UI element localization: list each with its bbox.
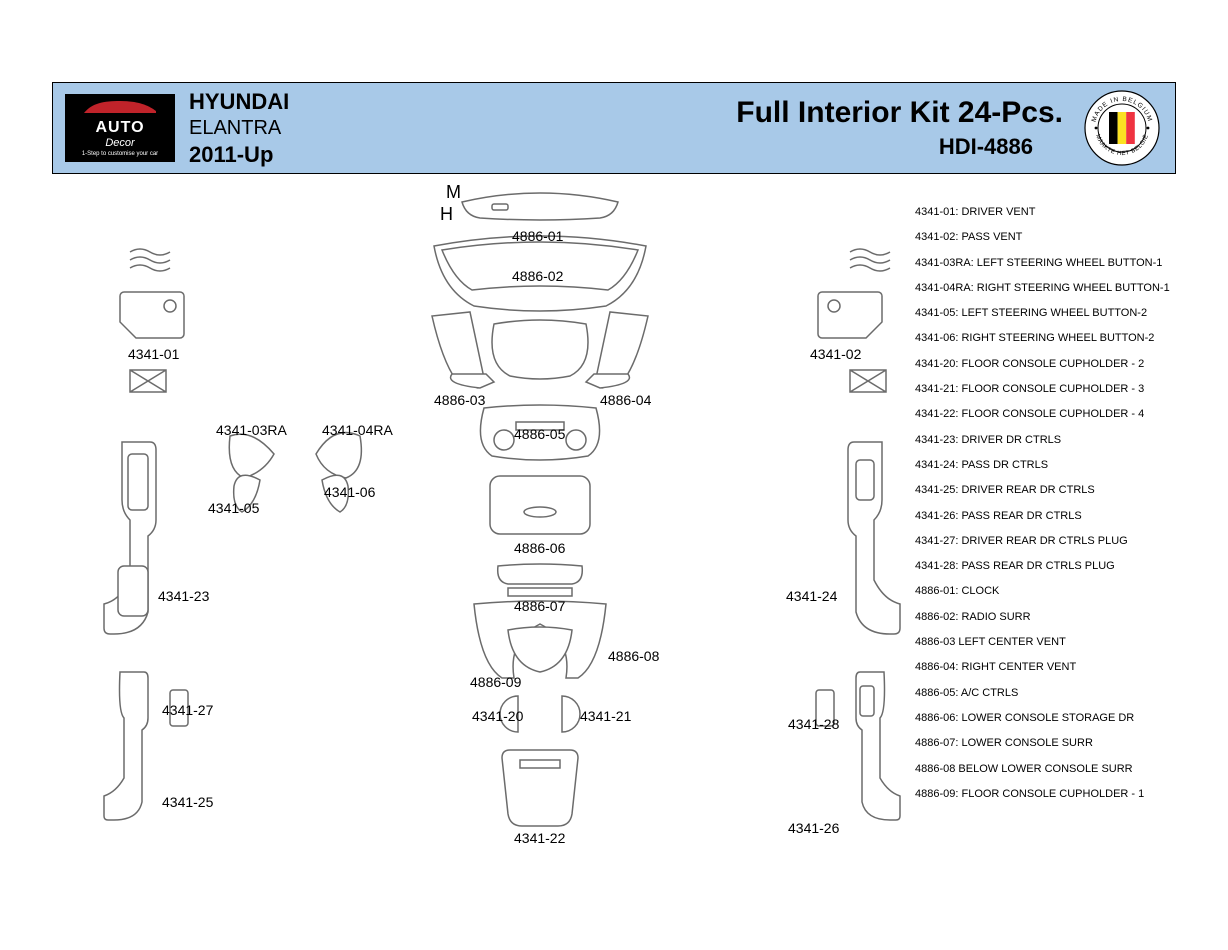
part-4886-07 [498,564,583,584]
legend-item: 4341-02: PASS VENT [915,225,1170,250]
legend-item: 4886-03 LEFT CENTER VENT [915,630,1170,655]
lbl-4341-22: 4341-22 [514,830,565,846]
legend-item: 4341-28: PASS REAR DR CTRLS PLUG [915,554,1170,579]
lbl-4886-05: 4886-05 [514,426,565,442]
part-4886-01 [462,193,618,220]
lbl-4341-04RA: 4341-04RA [322,422,393,438]
vehicle-info: HYUNDAI ELANTRA 2011-Up [189,88,289,168]
legend-item: 4341-22: FLOOR CONSOLE CUPHOLDER - 4 [915,402,1170,427]
lbl-4341-28: 4341-28 [788,716,839,732]
lbl-4341-23: 4341-23 [158,588,209,604]
legend-item: 4886-08 BELOW LOWER CONSOLE SURR [915,757,1170,782]
legend-item: 4341-04RA: RIGHT STEERING WHEEL BUTTON-1 [915,276,1170,301]
legend-item: 4341-05: LEFT STEERING WHEEL BUTTON-2 [915,301,1170,326]
legend-item: 4886-05: A/C CTRLS [915,681,1170,706]
legend-item: 4341-25: DRIVER REAR DR CTRLS [915,478,1170,503]
legend-item: 4341-24: PASS DR CTRLS [915,453,1170,478]
lbl-4886-01: 4886-01 [512,228,563,244]
legend-item: 4341-01: DRIVER VENT [915,200,1170,225]
header-bar: AUTO Decor 1-Step to customise your car … [52,82,1176,174]
lbl-4341-26: 4341-26 [788,820,839,836]
logo-tagline: 1-Step to customise your car [82,151,158,157]
legend-item: 4886-07: LOWER CONSOLE SURR [915,731,1170,756]
part-4341-04RA [316,433,361,478]
made-in-belgium-seal: MADE IN BELGIUM MAAKTE HET BELGIË [1083,89,1161,167]
wave-left-icon [130,249,170,271]
parts-legend: 4341-01: DRIVER VENT 4341-02: PASS VENT … [915,200,1170,807]
logo-sub-text: Decor [105,137,134,149]
lbl-4341-21: 4341-21 [580,708,631,724]
lbl-4886-06: 4886-06 [514,540,565,556]
lbl-4341-03RA: 4341-03RA [216,422,287,438]
car-silhouette-icon [80,99,160,117]
lbl-4341-02: 4341-02 [810,346,861,362]
legend-item: 4886-06: LOWER CONSOLE STORAGE DR [915,706,1170,731]
kit-info: Full Interior Kit 24-Pcs. HDI-4886 [736,96,1063,160]
part-4341-21 [562,696,580,732]
lbl-4886-09: 4886-09 [470,674,521,690]
lbl-4341-06: 4341-06 [324,484,375,500]
legend-item: 4341-03RA: LEFT STEERING WHEEL BUTTON-1 [915,251,1170,276]
part-4341-03RA [229,434,274,478]
lbl-4886-07: 4886-07 [514,598,565,614]
legend-item: 4886-01: CLOCK [915,579,1170,604]
kit-title: Full Interior Kit 24-Pcs. [736,96,1063,130]
shapes-svg [52,174,952,874]
part-4886-09 [508,627,572,672]
lbl-4886-04: 4886-04 [600,392,651,408]
lbl-4341-25: 4341-25 [162,794,213,810]
legend-item: 4341-06: RIGHT STEERING WHEEL BUTTON-2 [915,326,1170,351]
legend-item: 4341-23: DRIVER DR CTRLS [915,428,1170,453]
part-4341-02 [818,292,882,338]
vehicle-years: 2011-Up [189,141,289,169]
lbl-4341-20: 4341-20 [472,708,523,724]
kit-code: HDI-4886 [736,134,1033,160]
legend-item: 4886-02: RADIO SURR [915,605,1170,630]
lbl-4341-01: 4341-01 [128,346,179,362]
legend-item: 4341-20: FLOOR CONSOLE CUPHOLDER - 2 [915,352,1170,377]
legend-item: 4886-09: FLOOR CONSOLE CUPHOLDER - 1 [915,782,1170,807]
wave-right-icon [850,249,890,271]
lbl-4886-02: 4886-02 [512,268,563,284]
brand-logo: AUTO Decor 1-Step to customise your car [65,94,175,162]
lbl-4886-08: 4886-08 [608,648,659,664]
lbl-4341-24: 4341-24 [786,588,837,604]
vehicle-model: ELANTRA [189,116,289,141]
logo-main-text: AUTO [95,119,144,137]
lbl-4886-03: 4886-03 [434,392,485,408]
part-4341-25 [104,672,148,820]
legend-item: 4341-21: FLOOR CONSOLE CUPHOLDER - 3 [915,377,1170,402]
lbl-4341-27: 4341-27 [162,702,213,718]
part-4341-01 [120,292,184,338]
vehicle-make: HYUNDAI [189,88,289,116]
lbl-4341-05: 4341-05 [208,500,259,516]
legend-item: 4341-27: DRIVER REAR DR CTRLS PLUG [915,529,1170,554]
legend-item: 4341-26: PASS REAR DR CTRLS [915,504,1170,529]
part-4886-06 [490,476,590,534]
legend-item: 4886-04: RIGHT CENTER VENT [915,655,1170,680]
